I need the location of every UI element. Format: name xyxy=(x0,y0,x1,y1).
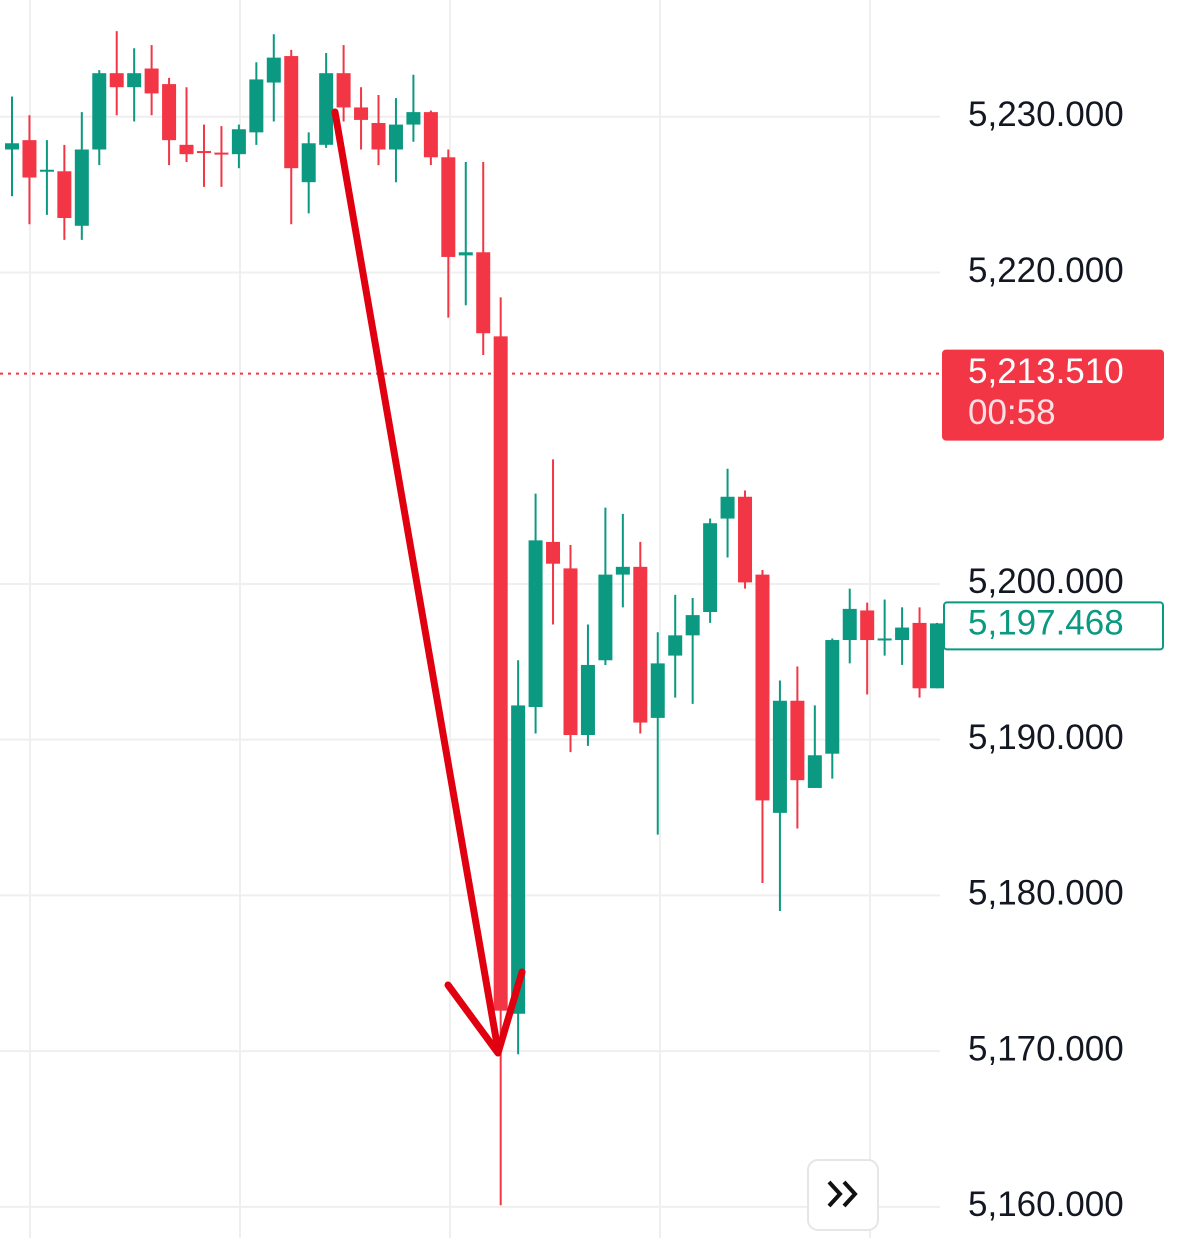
candle-body xyxy=(354,107,369,120)
candle-body xyxy=(371,123,386,150)
candle-body xyxy=(790,700,805,781)
y-tick-label: 5,230.000 xyxy=(968,95,1124,134)
y-tick-label: 5,160.000 xyxy=(968,1185,1124,1224)
candle-body xyxy=(127,73,142,88)
candle-body xyxy=(441,157,456,257)
candle-body xyxy=(74,149,89,226)
last-price-box xyxy=(942,349,1164,441)
candle-body xyxy=(388,124,403,150)
candle-body xyxy=(109,73,124,88)
current-price-box xyxy=(943,601,1164,651)
candle-body xyxy=(842,608,857,641)
grid xyxy=(0,115,942,1208)
candle-body xyxy=(598,574,613,661)
candle-body xyxy=(877,638,892,641)
candle-body xyxy=(633,566,648,723)
candle-body xyxy=(162,84,177,141)
candle-body xyxy=(615,566,630,575)
candle-body xyxy=(39,169,54,172)
y-tick-label: 5,170.000 xyxy=(968,1029,1124,1068)
candle-body xyxy=(912,622,927,689)
candle-body xyxy=(511,705,526,1014)
candle-body xyxy=(423,112,438,158)
candle-body xyxy=(738,496,753,583)
candle-body xyxy=(214,152,229,155)
candle-body xyxy=(196,151,211,154)
candle-body xyxy=(546,541,561,564)
candle-body xyxy=(406,112,421,125)
candle-body xyxy=(720,496,735,519)
candle-body xyxy=(580,664,595,736)
candle-body xyxy=(755,574,770,801)
axis: 5,160.000 5,170.000 5,180.000 5,190.000 5,20… xyxy=(942,95,1164,1224)
candle-body xyxy=(493,336,508,1011)
y-tick-label: 5,180.000 xyxy=(968,874,1124,913)
y-tick-label: 5,190.000 xyxy=(968,718,1124,757)
candle-body xyxy=(563,568,578,736)
last-price-label: 5,213.510 xyxy=(968,352,1124,391)
candle-body xyxy=(301,143,316,183)
candle-body xyxy=(57,171,72,219)
candle-body xyxy=(319,73,334,145)
candles xyxy=(5,31,944,1206)
candle-body xyxy=(825,640,840,754)
candle-body xyxy=(231,129,246,155)
candle-body xyxy=(5,143,19,150)
candle-body xyxy=(249,79,264,133)
candle-body xyxy=(458,252,473,256)
candle-body xyxy=(528,540,543,707)
candle-body xyxy=(860,610,875,641)
y-tick-label: 5,220.000 xyxy=(968,251,1124,290)
candle-body xyxy=(930,623,944,689)
current-price-label: 5,197.468 xyxy=(968,604,1124,643)
candle-body xyxy=(284,56,299,169)
candle-body xyxy=(22,140,37,178)
candle-body xyxy=(772,700,787,813)
candle-body xyxy=(685,615,700,636)
candle-body xyxy=(92,73,107,150)
candle-body xyxy=(476,252,491,334)
candle-body xyxy=(266,57,281,83)
y-tick-label: 5,200.000 xyxy=(968,562,1124,601)
annotation-arrow xyxy=(331,108,526,1057)
candle-body xyxy=(668,635,683,656)
candle-body xyxy=(144,68,159,94)
candle-body xyxy=(703,523,718,612)
candle-body xyxy=(650,663,665,718)
candle-body xyxy=(895,627,910,641)
candle-body xyxy=(179,144,194,155)
candle-body xyxy=(336,73,351,108)
scroll-button[interactable] xyxy=(807,1159,879,1231)
countdown: 00:58 xyxy=(968,393,1056,432)
candle-body xyxy=(807,755,822,788)
